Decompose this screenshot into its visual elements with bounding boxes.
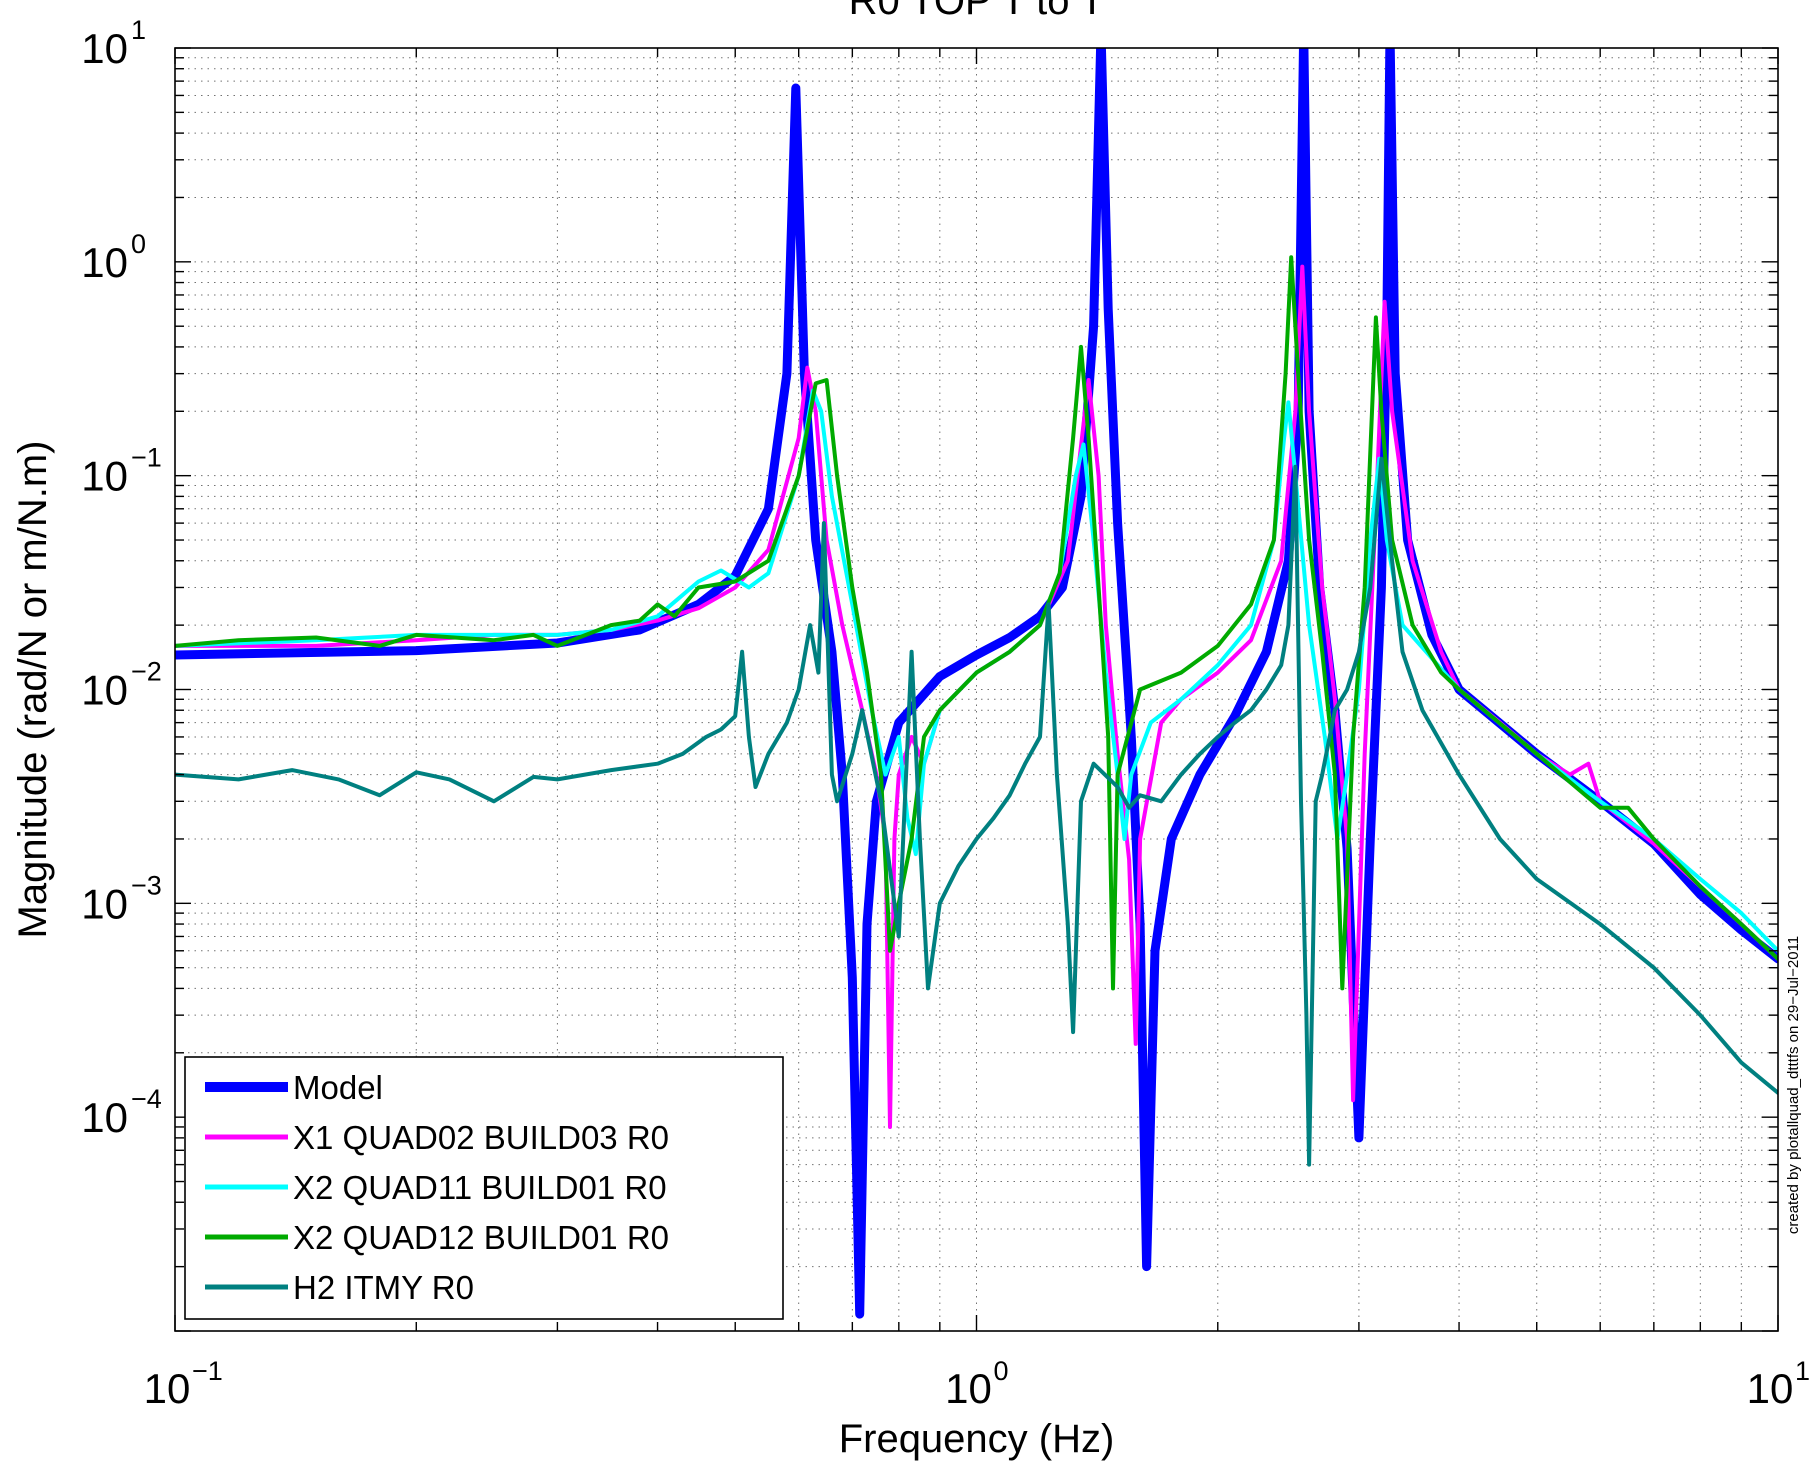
x-tick-label-base: 10 bbox=[945, 1365, 992, 1412]
x-tick-label: 10 1 bbox=[1747, 1356, 1810, 1412]
series-line-2 bbox=[175, 264, 1778, 1129]
y-tick-label-exp: −1 bbox=[131, 443, 162, 473]
x-tick-label-exp: 0 bbox=[994, 1356, 1009, 1386]
legend-label-3: X2 QUAD11 BUILD01 R0 bbox=[293, 1169, 667, 1206]
y-tick-label-exp: −4 bbox=[131, 1084, 162, 1114]
x-tick-label-base: 10 bbox=[1747, 1365, 1794, 1412]
y-tick-label-base: 10 bbox=[81, 453, 128, 500]
legend-label-4: X2 QUAD12 BUILD01 R0 bbox=[293, 1219, 669, 1256]
legend-label-1: Model bbox=[293, 1069, 383, 1106]
series-line-5 bbox=[175, 456, 1778, 1167]
legend: Model X1 QUAD02 BUILD03 R0 X2 QUAD11 BUILD… bbox=[184, 1056, 784, 1320]
y-tick-label-base: 10 bbox=[81, 239, 128, 286]
x-tick-label: 10 −1 bbox=[144, 1356, 223, 1412]
series-line-1 bbox=[175, 48, 1778, 1319]
y-tick-label-exp: 0 bbox=[131, 229, 146, 259]
y-tick-label: 10 −4 bbox=[81, 1084, 162, 1141]
y-tick-label-base: 10 bbox=[81, 25, 128, 72]
y-axis-label: Magnitude (rad/N or m/N.m) bbox=[11, 441, 55, 939]
y-tick-label: 10 −1 bbox=[81, 443, 162, 500]
y-tick-label-exp: 1 bbox=[131, 15, 146, 45]
x-tick-label: 10 0 bbox=[945, 1356, 1008, 1412]
tick-labels: 10 −1 10 0 10 110 −410 −310 −210 −110 010 1 bbox=[81, 15, 1810, 1412]
y-tick-label-base: 10 bbox=[81, 667, 128, 714]
x-tick-label-exp: −1 bbox=[192, 1356, 223, 1386]
y-tick-label: 10 −3 bbox=[81, 870, 162, 927]
chart-title: R0 TOP T to T bbox=[849, 0, 1105, 23]
series-lines bbox=[175, 48, 1778, 1319]
grid bbox=[174, 48, 1778, 1332]
y-tick-label-base: 10 bbox=[81, 880, 128, 927]
x-tick-label-exp: 1 bbox=[1795, 1356, 1810, 1386]
creation-stamp: created by plotallquad_dtttfs on 29−Jul−… bbox=[1785, 936, 1802, 1234]
y-tick-label-exp: −3 bbox=[131, 870, 162, 900]
legend-label-2: X1 QUAD02 BUILD03 R0 bbox=[293, 1119, 669, 1156]
axes bbox=[174, 47, 1779, 1332]
y-tick-label: 10 −2 bbox=[81, 657, 162, 714]
x-tick-label-base: 10 bbox=[144, 1365, 191, 1412]
x-axis-label: Frequency (Hz) bbox=[839, 1417, 1115, 1461]
legend-label-5: H2 ITMY R0 bbox=[293, 1269, 474, 1306]
y-tick-label: 10 0 bbox=[81, 229, 146, 286]
y-tick-label-base: 10 bbox=[81, 1094, 128, 1141]
series-line-4 bbox=[175, 255, 1778, 991]
y-tick-label-exp: −2 bbox=[131, 657, 162, 687]
y-tick-label: 10 1 bbox=[81, 15, 146, 72]
